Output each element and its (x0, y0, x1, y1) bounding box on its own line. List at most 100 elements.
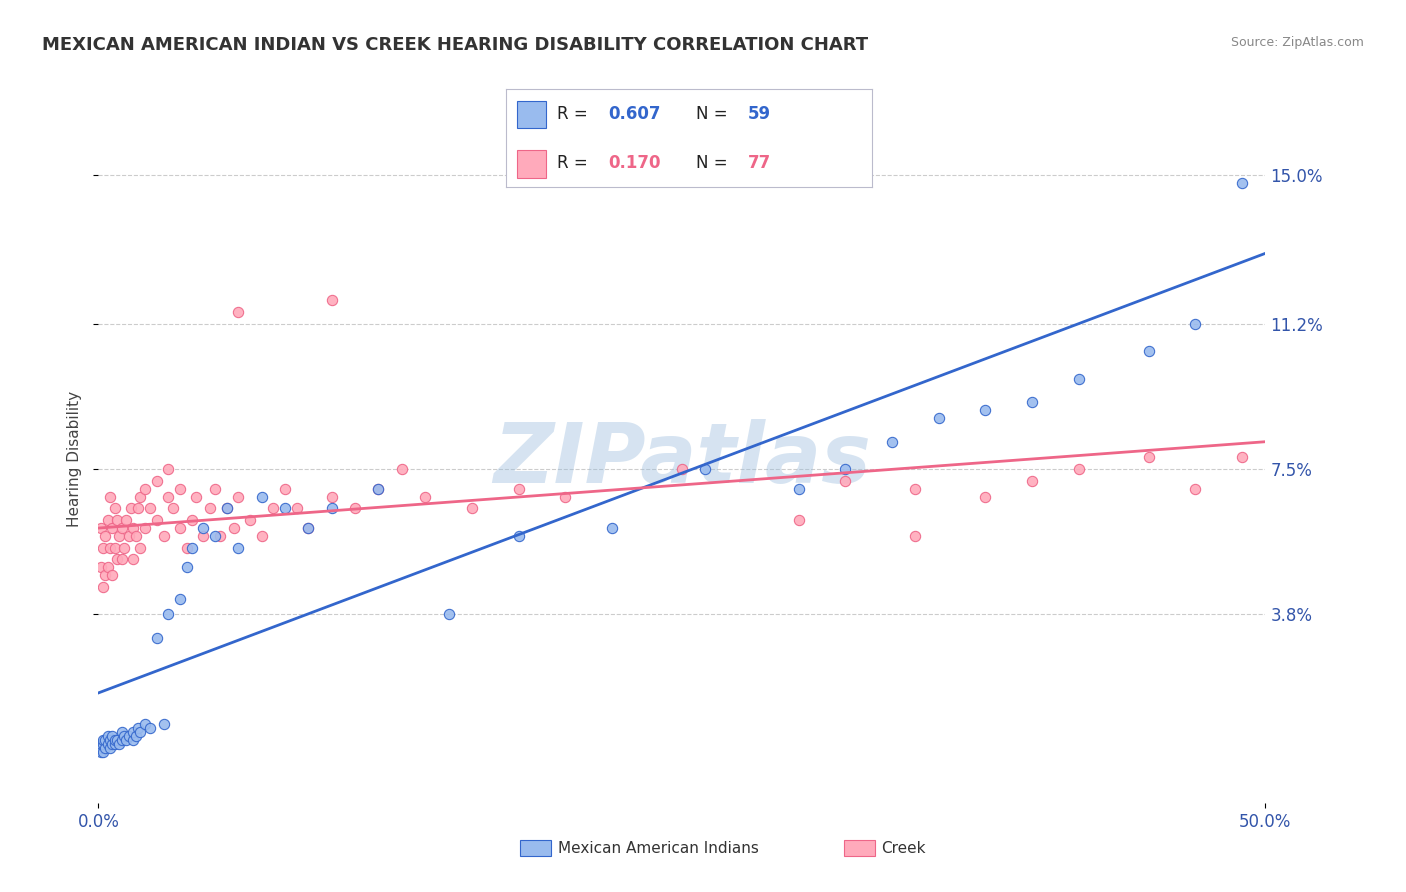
Point (129, 541, 152, 555)
Point (1021, 395, 1043, 409)
Point (834, 462, 856, 476)
FancyBboxPatch shape (517, 101, 547, 128)
Point (127, 721, 149, 735)
Point (108, 737, 131, 751)
Point (97, 513, 120, 527)
Point (695, 462, 717, 476)
Point (262, 501, 284, 516)
Point (1137, 450, 1160, 465)
Point (215, 501, 238, 516)
Point (250, 490, 273, 504)
Text: ZIPatlas: ZIPatlas (494, 419, 870, 500)
Point (169, 482, 191, 496)
Point (90, 745, 112, 759)
Point (98, 490, 121, 504)
Point (146, 513, 169, 527)
Point (508, 529, 530, 543)
Point (904, 482, 927, 496)
Text: 77: 77 (748, 153, 770, 172)
Point (162, 501, 184, 516)
Point (94, 740, 117, 755)
Point (1067, 462, 1090, 476)
Point (134, 717, 156, 731)
Point (193, 521, 215, 535)
Point (97, 737, 120, 751)
Point (152, 717, 174, 731)
Point (1230, 176, 1253, 190)
Point (204, 482, 226, 496)
Point (152, 529, 174, 543)
Point (122, 725, 145, 739)
Point (134, 482, 156, 496)
Point (186, 490, 208, 504)
Point (204, 529, 226, 543)
Point (180, 513, 202, 527)
Point (297, 521, 319, 535)
Point (176, 541, 198, 555)
Point (125, 729, 148, 743)
Point (122, 552, 145, 566)
Point (111, 521, 134, 535)
Point (169, 521, 191, 535)
Point (115, 733, 138, 747)
Point (321, 293, 343, 308)
Point (97, 729, 120, 743)
Point (112, 729, 135, 743)
Point (111, 552, 134, 566)
Point (600, 521, 623, 535)
Point (157, 607, 180, 622)
Point (671, 462, 693, 476)
Point (91, 733, 114, 747)
Text: Mexican American Indians: Mexican American Indians (558, 841, 759, 855)
Point (367, 482, 389, 496)
Point (274, 482, 297, 496)
Point (104, 737, 127, 751)
Point (437, 607, 460, 622)
Point (787, 482, 810, 496)
Point (98, 733, 121, 747)
Point (90, 737, 112, 751)
Point (139, 721, 162, 735)
Point (97, 560, 120, 574)
Text: R =: R = (557, 104, 593, 123)
Point (297, 521, 319, 535)
Point (104, 541, 127, 555)
Point (122, 733, 145, 747)
Text: N =: N = (696, 104, 733, 123)
Point (880, 434, 903, 449)
Point (228, 490, 250, 504)
Point (367, 482, 389, 496)
Point (228, 541, 250, 555)
Text: 0.170: 0.170 (609, 153, 661, 172)
Point (105, 733, 128, 747)
Point (108, 529, 131, 543)
Point (98, 740, 121, 755)
Point (413, 490, 436, 504)
Point (274, 501, 297, 516)
Text: 59: 59 (748, 104, 770, 123)
Point (101, 737, 124, 751)
Point (285, 501, 308, 516)
Point (98, 541, 121, 555)
Point (239, 513, 262, 527)
Point (129, 490, 152, 504)
Text: MEXICAN AMERICAN INDIAN VS CREEK HEARING DISABILITY CORRELATION CHART: MEXICAN AMERICAN INDIAN VS CREEK HEARING… (42, 36, 869, 54)
Point (391, 462, 413, 476)
Point (91, 745, 114, 759)
Point (321, 501, 343, 516)
Point (118, 529, 141, 543)
Point (250, 529, 273, 543)
Point (928, 411, 950, 425)
Text: R =: R = (557, 153, 593, 172)
Point (90, 740, 112, 755)
Point (90, 521, 112, 535)
Point (115, 513, 138, 527)
Text: Creek: Creek (882, 841, 927, 855)
Point (129, 725, 152, 739)
Point (105, 513, 128, 527)
Point (125, 529, 148, 543)
Point (222, 521, 245, 535)
Point (104, 733, 127, 747)
Point (105, 552, 128, 566)
Point (104, 501, 127, 516)
